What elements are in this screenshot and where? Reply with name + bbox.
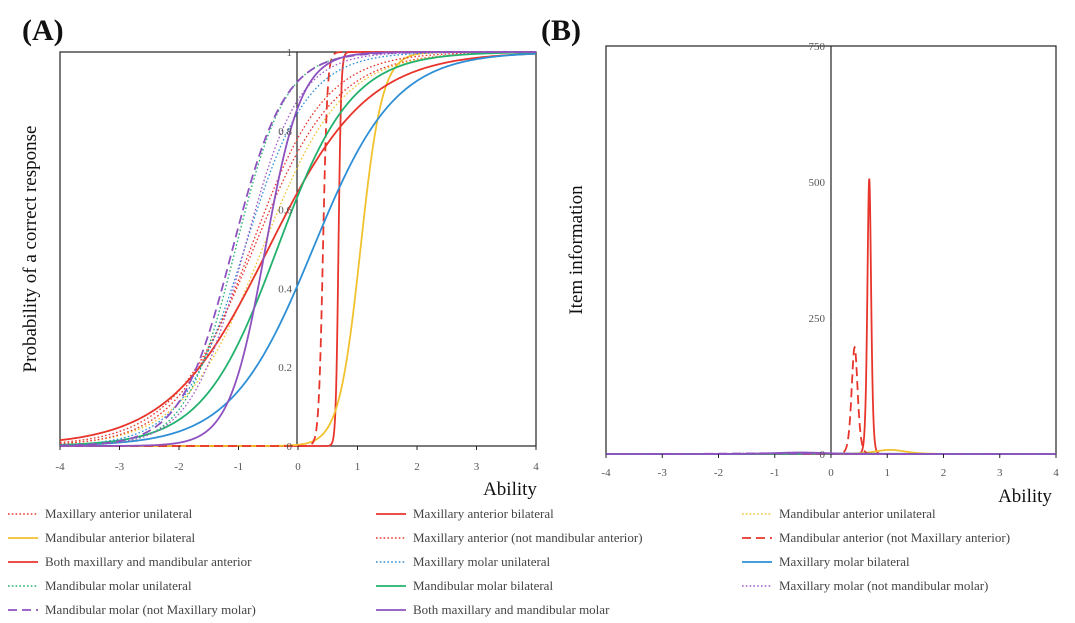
panel-b-y-tick-label: 0 xyxy=(820,449,826,461)
panel-b-x-tick-label: 3 xyxy=(997,467,1003,479)
panel-a-x-tick-label: 4 xyxy=(533,461,539,473)
panel-b-x-tick-label: 4 xyxy=(1053,467,1059,479)
panel-a-label: (A) xyxy=(22,14,64,47)
panel-a-y-tick-label: 0.2 xyxy=(278,362,292,374)
panel-a-x-tick-label: -2 xyxy=(174,461,183,473)
panel-b-x-tick-label: 0 xyxy=(828,467,834,479)
panel-a-series-line xyxy=(60,51,536,447)
panel-b-x-title: Ability xyxy=(998,486,1052,507)
panel-a-frame xyxy=(59,51,537,447)
legend-entry-label: Both maxillary and mandibular molar xyxy=(413,602,610,617)
panel-a-x-tick-label: 0 xyxy=(295,461,301,473)
legend-entry-label: Mandibular molar unilateral xyxy=(45,578,192,593)
legend-entry-label: Mandibular molar (not Maxillary molar) xyxy=(45,602,256,617)
legend-entry-label: Maxillary anterior unilateral xyxy=(45,506,193,521)
legend: Maxillary anterior unilateral Maxillary a… xyxy=(8,506,1010,617)
panel-b-y-tick-label: 750 xyxy=(809,41,826,53)
panel-a-x-tick-label: -1 xyxy=(234,461,243,473)
panel-a-series-line xyxy=(59,51,537,446)
panel-a-x-tick-label: -4 xyxy=(55,461,65,473)
panel-b-x-tick-label: -3 xyxy=(658,467,668,479)
panel-a-y-tick-label: 0 xyxy=(287,441,293,453)
panel-a-series-line xyxy=(59,51,537,445)
legend-entry-label: Both maxillary and mandibular anterior xyxy=(45,554,252,569)
legend-entry-label: Maxillary anterior (not mandibular anter… xyxy=(413,530,643,545)
panel-a-x-title: Ability xyxy=(483,479,537,500)
panel-b-x-tick-label: 1 xyxy=(885,467,891,479)
panel-b-y-tick-label: 250 xyxy=(809,313,826,325)
panel-b-x-tick-label: -1 xyxy=(770,467,779,479)
panel-a-x-ticks: -4 -3 -2 -1 0 1 2 3 4 xyxy=(55,446,539,473)
panel-b-chart: -4 -3 -2 -1 0 1 2 3 4 0 250 500 750 xyxy=(601,41,1059,479)
panel-a-y-tick-label: 1 xyxy=(287,47,293,59)
legend-entry-label: Mandibular anterior bilateral xyxy=(45,530,196,545)
panel-a-y-tick-label: 0.4 xyxy=(278,283,292,295)
panel-a-y-ticks: 0 0.2 0.4 0.6 0.8 1 xyxy=(278,47,292,453)
panel-a-y-tick-label: 0.6 xyxy=(278,205,292,217)
panel-a-series-line xyxy=(60,51,536,447)
panel-a-series-line xyxy=(59,51,537,444)
panel-a-y-title: Probability of a correct response xyxy=(20,126,41,373)
panel-b-label: (B) xyxy=(541,14,581,47)
panel-b-x-tick-label: -4 xyxy=(601,467,611,479)
panel-b-y-ticks: 0 250 500 750 xyxy=(809,41,826,461)
panel-a-series-line xyxy=(60,51,536,447)
legend-entry-label: Maxillary anterior bilateral xyxy=(413,506,554,521)
panel-a-series-line xyxy=(59,51,536,447)
panel-a-x-tick-label: 3 xyxy=(474,461,480,473)
legend-entry-label: Mandibular anterior unilateral xyxy=(779,506,936,521)
panel-a-series-line xyxy=(59,52,537,442)
legend-entry-label: Mandibular anterior (not Maxillary anter… xyxy=(779,530,1010,545)
panel-b-series-line xyxy=(606,451,1056,455)
panel-a-x-tick-label: 1 xyxy=(355,461,361,473)
panel-a-series-line xyxy=(59,51,537,445)
panel-a-x-tick-label: -3 xyxy=(115,461,125,473)
panel-b-x-tick-label: 2 xyxy=(941,467,947,479)
panel-a-series-line xyxy=(60,51,536,447)
panel-a-chart: -4 -3 -2 -1 0 1 2 3 4 0 0.2 0.4 0.6 0.8 1 xyxy=(55,47,539,473)
panel-b-y-tick-label: 500 xyxy=(809,177,826,189)
panel-b-x-tick-label: -2 xyxy=(714,467,723,479)
panel-a-series-line xyxy=(59,51,536,447)
panel-a-y-tick-label: 0.8 xyxy=(278,126,292,138)
panel-a-curves xyxy=(59,51,537,447)
panel-a-series-line xyxy=(59,52,537,447)
legend-entry-label: Maxillary molar (not mandibular molar) xyxy=(779,578,988,593)
panel-b-y-title: Item information xyxy=(566,185,587,315)
panel-a-x-tick-label: 2 xyxy=(414,461,420,473)
panel-b-x-ticks: -4 -3 -2 -1 0 1 2 3 4 xyxy=(601,454,1059,479)
legend-entry-label: Maxillary molar unilateral xyxy=(413,554,551,569)
legend-entry-label: Mandibular molar bilateral xyxy=(413,578,553,593)
panel-a-series-line xyxy=(59,51,536,446)
legend-entry-label: Maxillary molar bilateral xyxy=(779,554,910,569)
panel-a-series-line xyxy=(59,51,536,447)
